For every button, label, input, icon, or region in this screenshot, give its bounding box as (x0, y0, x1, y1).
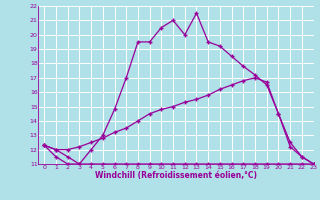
X-axis label: Windchill (Refroidissement éolien,°C): Windchill (Refroidissement éolien,°C) (95, 171, 257, 180)
